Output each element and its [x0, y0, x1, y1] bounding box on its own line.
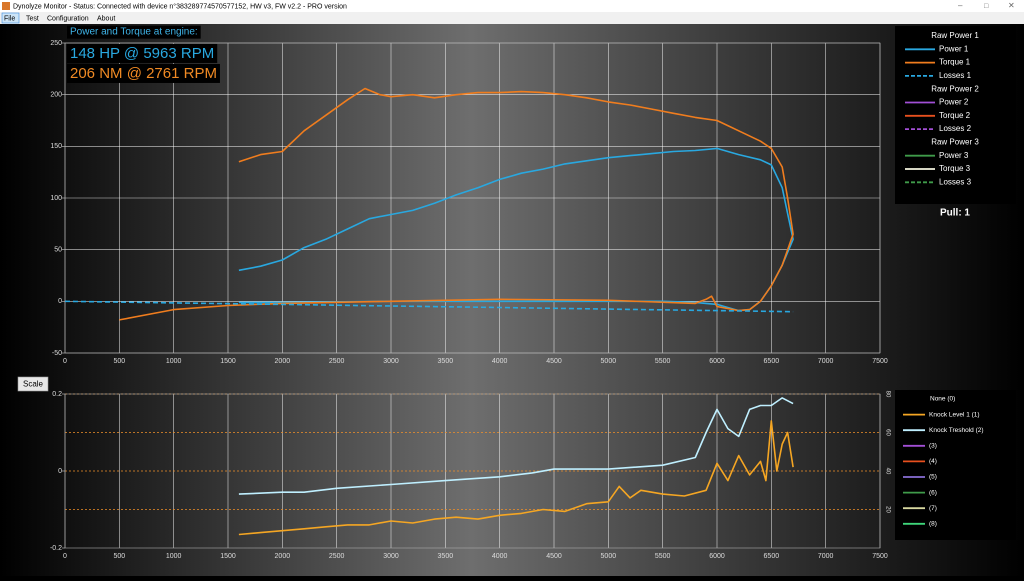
x-tick-label: 7500 — [872, 553, 888, 560]
x-tick-label: 5000 — [601, 358, 617, 365]
x-tick-label: 7000 — [818, 358, 834, 365]
x-tick-label: 7500 — [872, 358, 888, 365]
x-tick-label: 4500 — [546, 553, 562, 560]
series-line — [64, 300, 794, 313]
x-tick-label: 6000 — [709, 553, 725, 560]
series-line — [238, 397, 794, 495]
x-tick-label: 6500 — [764, 358, 780, 365]
legend-label: Torque 2 — [939, 111, 971, 120]
menu-bar — [0, 12, 1024, 24]
menu-item[interactable]: About — [97, 15, 115, 22]
legend-label: (6) — [929, 489, 937, 496]
x-tick-label: 3500 — [438, 553, 454, 560]
legend-label: Torque 3 — [939, 164, 971, 173]
legend-label: Losses 1 — [939, 71, 972, 80]
title-bar — [0, 0, 1024, 12]
y2-tick-label: 40 — [884, 468, 890, 475]
y2-tick-label: 20 — [884, 506, 890, 513]
legend-label: Losses 3 — [939, 177, 972, 186]
legend-label: Power 1 — [939, 44, 969, 53]
x-tick-label: 3000 — [383, 553, 399, 560]
menu-item[interactable]: Configuration — [47, 15, 89, 22]
legend-group-title: Raw Power 1 — [931, 31, 979, 40]
x-tick-label: 7000 — [818, 553, 834, 560]
x-tick-label: 2500 — [329, 553, 345, 560]
x-tick-label: 500 — [113, 358, 125, 365]
x-tick-label: 4000 — [492, 358, 508, 365]
legend-group-title: Raw Power 3 — [931, 138, 979, 147]
x-tick-label: 4500 — [546, 358, 562, 365]
x-tick-label: 2500 — [329, 358, 345, 365]
legend-label: (5) — [929, 474, 937, 481]
app-icon — [2, 2, 10, 10]
legend-label: (8) — [929, 521, 937, 528]
y-tick-label: 50 — [54, 247, 62, 254]
legend-label: Knock Level 1 (1) — [929, 411, 980, 418]
annotation: Power and Torque at engine: — [70, 27, 198, 38]
y-tick-label: 0 — [58, 298, 62, 305]
x-tick-label: 500 — [113, 553, 125, 560]
legend-label: Knock Treshold (2) — [929, 427, 984, 434]
menu-item[interactable]: File — [4, 15, 15, 22]
y2-tick-label: 80 — [884, 391, 890, 398]
x-tick-label: 5000 — [601, 553, 617, 560]
x-tick-label: 6500 — [764, 553, 780, 560]
x-tick-label: 0 — [63, 553, 67, 560]
annotation: 206 NM @ 2761 RPM — [70, 65, 217, 82]
x-tick-label: 5500 — [655, 358, 671, 365]
series-line — [119, 87, 794, 321]
legend-group-title: Raw Power 2 — [931, 84, 979, 93]
legend-label: (3) — [929, 443, 937, 450]
y-tick-label: 0.2 — [52, 391, 62, 398]
annotation-box — [67, 43, 218, 63]
series-line — [238, 420, 794, 536]
x-tick-label: 0 — [63, 358, 67, 365]
x-tick-label: 2000 — [275, 553, 291, 560]
x-tick-label: 1000 — [166, 553, 182, 560]
legend-label: None (0) — [930, 396, 955, 403]
x-tick-label: 1500 — [220, 358, 236, 365]
annotation: 148 HP @ 5963 RPM — [70, 45, 214, 62]
menu-item[interactable]: Test — [26, 15, 39, 22]
y-tick-label: 150 — [50, 143, 62, 150]
y-tick-label: 100 — [50, 195, 62, 202]
maximize-button[interactable]: □ — [984, 3, 989, 10]
menu-highlight — [1, 12, 20, 24]
series-line — [238, 147, 794, 312]
legend-label: Power 2 — [939, 98, 969, 107]
legend-label: (7) — [929, 505, 937, 512]
scale-button-label[interactable]: Scale — [23, 380, 44, 389]
x-tick-label: 4000 — [492, 553, 508, 560]
x-tick-label: 1000 — [166, 358, 182, 365]
menu: File Test Configuration About — [4, 15, 115, 22]
annotation-box — [67, 63, 220, 83]
minimize-button[interactable]: – — [958, 1, 963, 10]
plot-frame — [64, 42, 881, 354]
plot-frame — [64, 393, 881, 549]
x-tick-label: 3500 — [438, 358, 454, 365]
x-tick-label: 6000 — [709, 358, 725, 365]
legend-label: Power 3 — [939, 151, 969, 160]
x-tick-label: 2000 — [275, 358, 291, 365]
x-tick-label: 1500 — [220, 553, 236, 560]
y-tick-label: -50 — [52, 350, 62, 357]
legend-label: Losses 2 — [939, 124, 972, 133]
close-button[interactable]: ✕ — [1008, 1, 1015, 10]
x-tick-label: 3000 — [383, 358, 399, 365]
scale-button[interactable] — [17, 376, 49, 392]
y2-tick-label: 60 — [884, 429, 890, 436]
y-tick-label: 200 — [50, 92, 62, 99]
y-tick-label: 0 — [58, 468, 62, 475]
y-tick-label: 250 — [50, 40, 62, 47]
legend-label: Torque 1 — [939, 58, 971, 67]
window-title: Dynolyze Monitor - Status: Connected wit… — [13, 2, 347, 10]
annotation-box — [67, 25, 201, 39]
legend-label: (4) — [929, 458, 937, 465]
pull-label: Pull: 1 — [940, 208, 970, 219]
x-tick-label: 5500 — [655, 553, 671, 560]
y-tick-label: -0.2 — [50, 545, 62, 552]
